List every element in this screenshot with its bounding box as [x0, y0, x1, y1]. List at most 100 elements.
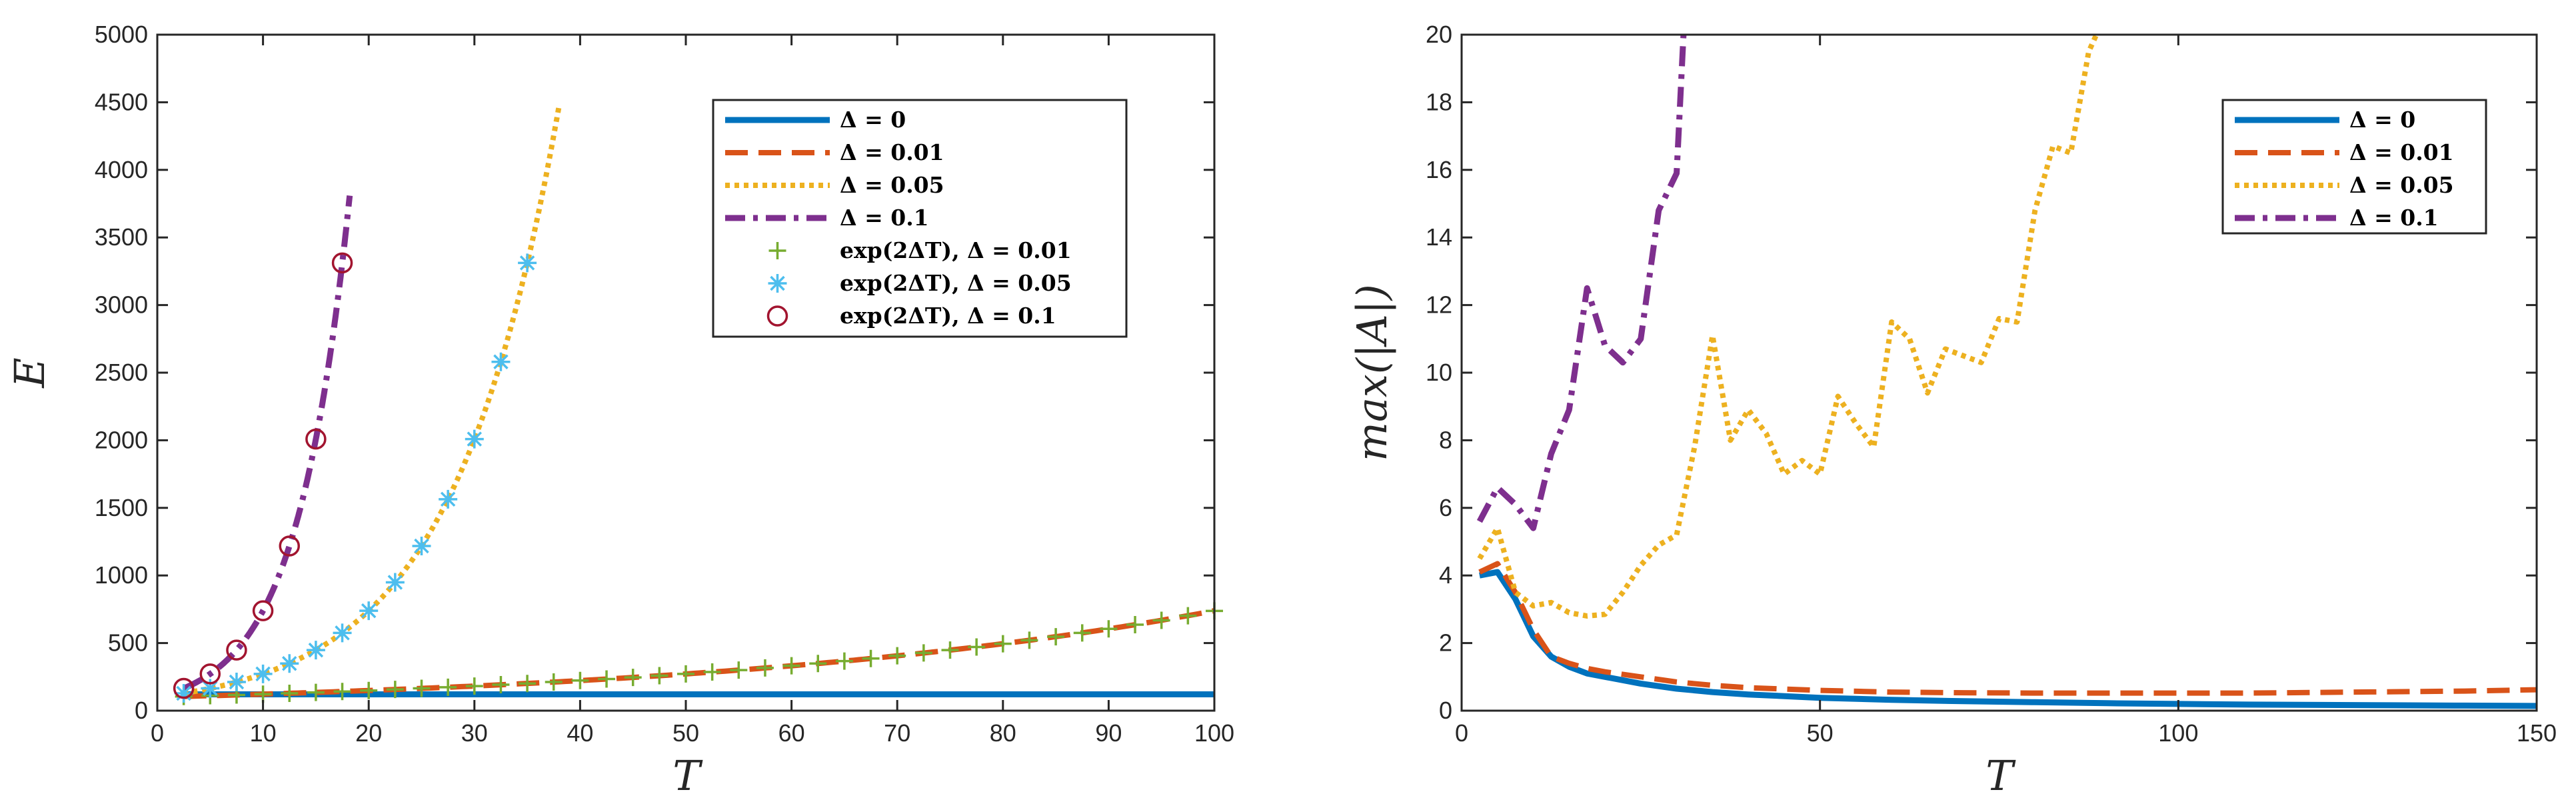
right-ytick-label: 0	[1439, 697, 1452, 724]
right-legend-label-3: Δ = 0.1	[2349, 205, 2439, 231]
left-xtick-label: 0	[151, 719, 164, 747]
left-markers-group	[173, 252, 1223, 705]
left-marker-0-34	[1073, 624, 1091, 642]
left-ytick-label: 3500	[95, 223, 148, 251]
left-marker-2-4	[279, 535, 300, 557]
left-marker-0-11	[465, 677, 483, 695]
left-xtick-label: 90	[1095, 719, 1122, 747]
left-legend-label-6: exp(2ΔT), Δ = 0.1	[840, 303, 1056, 329]
right-ytick-label: 18	[1426, 88, 1452, 115]
right-legend-label-1: Δ = 0.01	[2349, 139, 2454, 165]
left-marker-0-26	[862, 649, 880, 667]
left-marker-0-20	[703, 663, 721, 681]
left-marker-1-8	[385, 573, 405, 592]
left-ytick-label: 4000	[95, 156, 148, 183]
right-ylabel: max(|A|)	[1348, 284, 1396, 461]
left-marker-1-10	[439, 489, 458, 509]
right-axes: 0 50 100 150 0 2 4 6 8 10 12 14 16 18 20	[1426, 21, 2557, 747]
left-marker-2-1	[199, 663, 221, 685]
left-ytick-label: 2000	[95, 426, 148, 453]
left-marker-0-23	[782, 657, 800, 675]
right-xtick-label: 0	[1455, 719, 1468, 747]
left-marker-0-16	[598, 670, 616, 688]
left-ytick-label: 2500	[95, 359, 148, 386]
left-marker-0-31	[994, 635, 1012, 653]
left-marker-0-9	[413, 679, 431, 697]
right-ytick-label: 16	[1426, 156, 1452, 183]
left-ylabel: E	[5, 357, 54, 388]
left-marker-0-33	[1047, 628, 1065, 646]
left-xtick-label: 100	[1194, 719, 1234, 747]
left-marker-0-36	[1126, 616, 1144, 634]
left-xtick-label: 50	[672, 719, 699, 747]
left-marker-0-17	[624, 669, 642, 687]
left-marker-2-2	[226, 639, 247, 661]
left-marker-2-0	[173, 677, 195, 699]
left-legend-swatch-4	[768, 242, 786, 259]
left-ytick-label: 5000	[95, 21, 148, 48]
left-marker-0-10	[439, 678, 457, 696]
left-marker-0-28	[914, 644, 932, 662]
left-ytick-label: 1500	[95, 494, 148, 521]
left-legend-swatch-5	[768, 274, 787, 293]
left-marker-0-27	[888, 647, 906, 665]
left-marker-0-32	[1020, 631, 1038, 649]
left-marker-1-5	[306, 641, 325, 660]
left-series-line-1	[183, 608, 1214, 699]
left-marker-0-19	[677, 665, 694, 683]
right-ytick-label: 8	[1439, 426, 1452, 453]
left-axes: 0 10 20 30 40 50 60 70 80 90 100050010001500200025…	[95, 21, 1234, 747]
left-legend-swatch-6	[766, 305, 788, 327]
left-marker-1-1	[201, 679, 220, 698]
right-ytick-label: 2	[1439, 629, 1452, 657]
left-marker-0-21	[730, 661, 748, 679]
left-xtick-label: 20	[355, 719, 382, 747]
left-marker-1-13	[518, 253, 537, 273]
left-legend-label-3: Δ = 0.1	[840, 205, 929, 231]
left-marker-1-3	[253, 664, 273, 683]
left-marker-0-4	[281, 685, 299, 703]
left-marker-0-15	[571, 671, 589, 689]
left-legend-label-4: exp(2ΔT), Δ = 0.01	[840, 237, 1072, 263]
left-marker-0-8	[386, 681, 404, 699]
right-ytick-label: 6	[1439, 494, 1452, 521]
left-marker-0-6	[333, 683, 351, 701]
right-legend-label-2: Δ = 0.05	[2349, 172, 2454, 198]
left-ytick-label: 4500	[95, 88, 148, 115]
right-xlabel: T	[1985, 751, 2016, 800]
left-marker-0-30	[968, 638, 986, 656]
left-xtick-label: 60	[778, 719, 805, 747]
left-marker-0-29	[941, 641, 959, 659]
left-marker-2-6	[331, 252, 353, 274]
right-xtick-label: 150	[2517, 719, 2557, 747]
left-marker-2-5	[305, 428, 327, 450]
left-marker-0-25	[835, 652, 853, 670]
left-legend-label-1: Δ = 0.01	[840, 139, 944, 165]
right-ytick-label: 10	[1426, 359, 1452, 386]
right-legend: Δ = 0 Δ = 0.01 Δ = 0.05 Δ = 0.1	[2221, 99, 2487, 235]
left-marker-0-37	[1152, 611, 1170, 629]
left-marker-1-0	[174, 684, 193, 703]
right-xtick-label: 100	[2158, 719, 2198, 747]
left-xtick-label: 70	[884, 719, 910, 747]
left-legend-label-0: Δ = 0	[840, 107, 906, 133]
left-chart: 0 10 20 30 40 50 60 70 80 90 100050010001500200025…	[5, 21, 1234, 800]
left-ytick-label: 1000	[95, 561, 148, 589]
right-series-line-1	[1478, 561, 2537, 696]
left-marker-0-7	[360, 681, 378, 699]
right-chart: 0 50 100 150 0 2 4 6 8 10 12 14 16 18 20 T max(|A|) Δ …	[1348, 21, 2557, 800]
left-marker-1-9	[412, 536, 431, 555]
right-legend-label-0: Δ = 0	[2349, 107, 2415, 133]
left-marker-0-24	[809, 655, 827, 673]
left-legend-label-2: Δ = 0.05	[840, 172, 944, 198]
right-ytick-label: 12	[1426, 291, 1452, 319]
left-ytick-label: 3000	[95, 291, 148, 319]
left-series-line-3	[181, 195, 353, 691]
left-marker-1-7	[359, 601, 379, 621]
left-xlabel: T	[672, 751, 703, 800]
right-series-line-3	[1476, 35, 1687, 531]
left-marker-1-4	[280, 654, 299, 673]
right-series-group	[1476, 35, 2537, 709]
left-legend-label-5: exp(2ΔT), Δ = 0.05	[840, 270, 1072, 296]
